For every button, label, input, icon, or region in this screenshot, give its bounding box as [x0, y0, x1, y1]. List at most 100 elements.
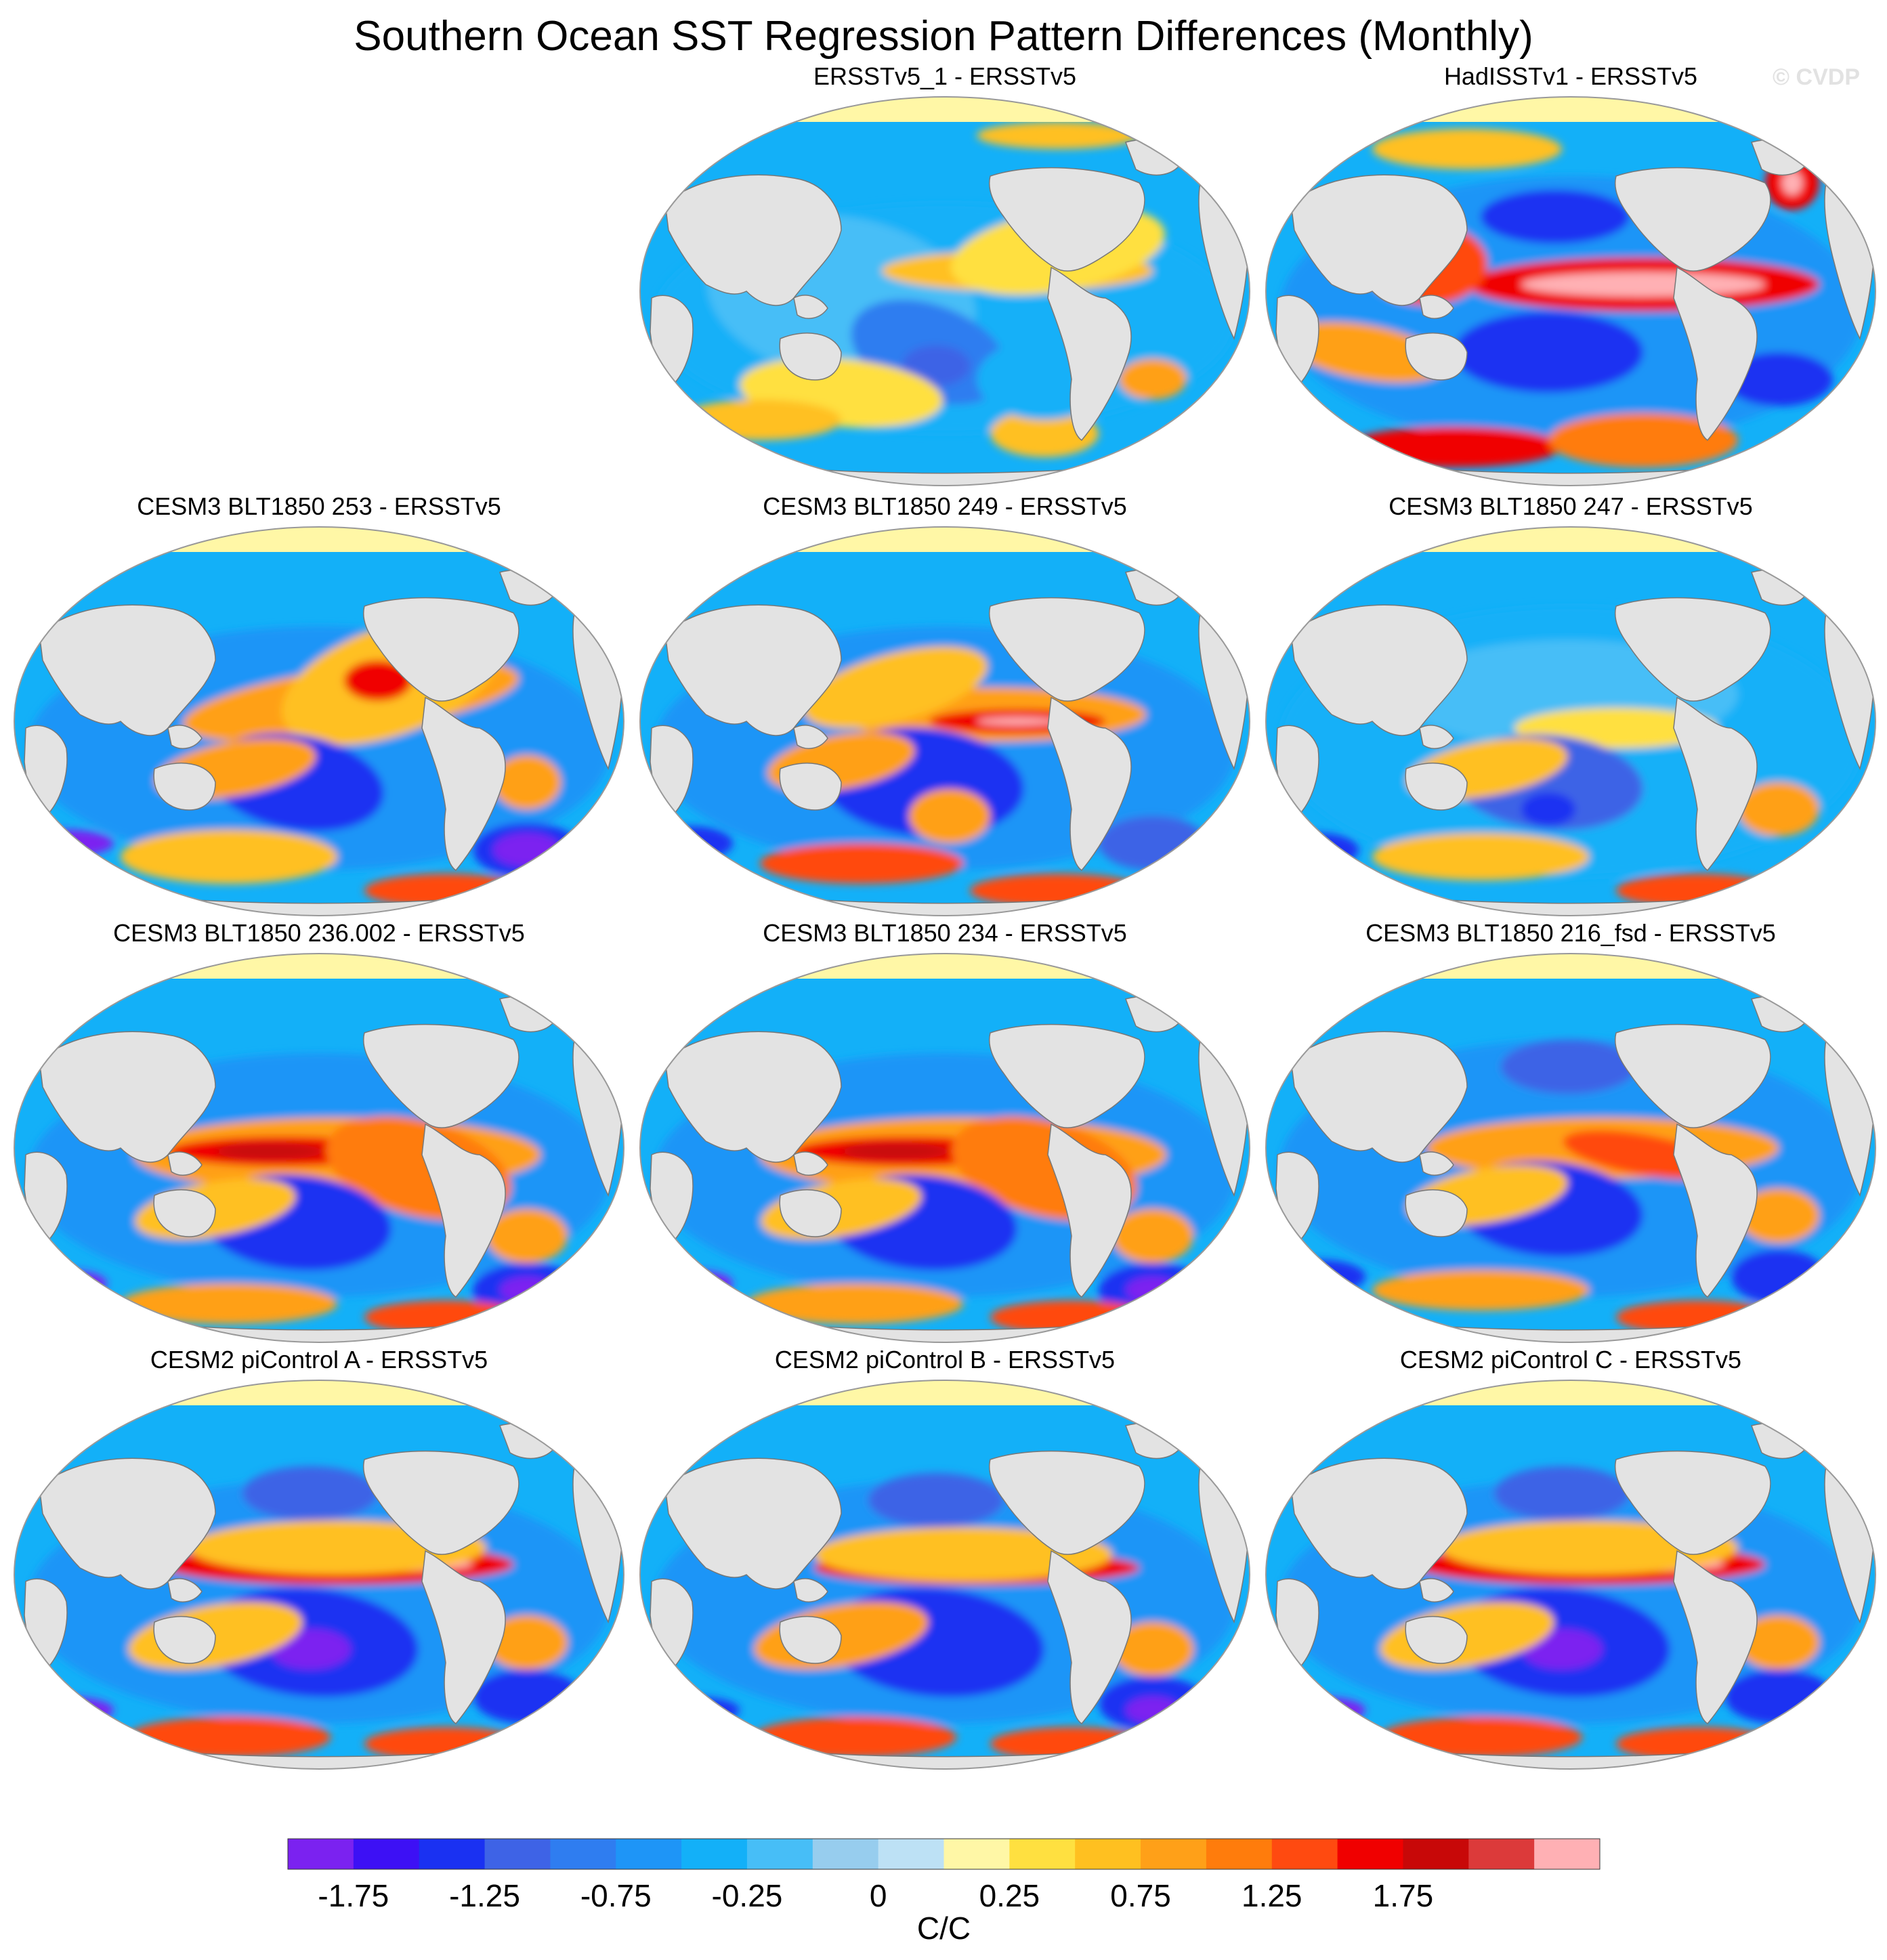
map-panel: CESM3 BLT1850 249 - ERSSTv5 — [638, 492, 1252, 916]
land-mass — [1405, 763, 1468, 811]
colorbar-swatch — [1337, 1839, 1403, 1869]
colorbar-swatch — [1141, 1839, 1207, 1869]
colorbar-swatch — [681, 1839, 748, 1869]
colorbar-swatch — [1075, 1839, 1141, 1869]
land-mass — [1405, 1189, 1468, 1237]
land-mass — [167, 1151, 203, 1176]
map-panel: CESM2 piControl C - ERSSTv5 — [1264, 1346, 1878, 1770]
land-mass — [664, 1031, 842, 1163]
colorbar-swatch — [550, 1839, 616, 1869]
land-mass — [153, 763, 216, 811]
colorbar-swatch — [1009, 1839, 1076, 1869]
land-mass — [1615, 1023, 1771, 1128]
land-mass — [1405, 1616, 1468, 1664]
land-mass — [664, 604, 842, 736]
land-mass — [989, 167, 1145, 272]
sst-map — [1265, 1380, 1876, 1770]
colorbar-swatch — [1468, 1839, 1535, 1869]
sst-map — [14, 526, 624, 916]
land-mass — [793, 1578, 828, 1602]
colorbar-swatch — [1403, 1839, 1469, 1869]
sst-map — [639, 953, 1250, 1343]
land-mass — [1673, 1550, 1758, 1724]
panel-title: CESM3 BLT1850 216_fsd - ERSSTv5 — [1365, 919, 1776, 947]
land-mass — [664, 1457, 842, 1590]
land-mass — [1405, 333, 1468, 381]
sst-map — [639, 526, 1250, 916]
land-mass — [1673, 696, 1758, 871]
land-mass — [1419, 295, 1454, 319]
map-panel: CESM3 BLT1850 247 - ERSSTv5 — [1264, 492, 1878, 916]
land-mass — [1047, 1550, 1132, 1724]
colorbar-swatch — [419, 1839, 486, 1869]
colorbar-units: C/C — [916, 1911, 971, 1946]
colorbar-swatch — [353, 1839, 420, 1869]
land-mass — [779, 1189, 842, 1237]
colorbar-tick-label: 1.75 — [1372, 1878, 1434, 1913]
land-mass — [39, 1031, 216, 1163]
land-mass — [779, 333, 842, 381]
land-mass — [1047, 1123, 1132, 1298]
land-mass — [989, 1450, 1145, 1555]
panel-title: CESM3 BLT1850 236.002 - ERSSTv5 — [113, 919, 525, 947]
panel-title: CESM2 piControl C - ERSSTv5 — [1399, 1346, 1742, 1373]
land-mass — [363, 597, 520, 702]
cvdp-watermark: © CVDP — [1773, 64, 1860, 90]
colorbar-swatch — [746, 1839, 813, 1869]
panel-title: CESM3 BLT1850 253 - ERSSTv5 — [137, 492, 501, 520]
land-mass — [1047, 266, 1132, 441]
land-mass — [1673, 266, 1758, 441]
land-mass — [153, 1189, 216, 1237]
colorbar-swatch — [1271, 1839, 1338, 1869]
map-panel: CESM3 BLT1850 253 - ERSSTv5 — [12, 492, 626, 916]
land-mass — [664, 174, 842, 306]
land-mass — [1290, 1031, 1468, 1163]
panel-title: CESM2 piControl A - ERSSTv5 — [150, 1346, 488, 1373]
colorbar-tick-label: -0.25 — [711, 1878, 783, 1913]
colorbar-tick-label: 0.75 — [1110, 1878, 1171, 1913]
land-mass — [1615, 167, 1771, 272]
land-mass — [39, 1457, 216, 1590]
land-mass — [39, 604, 216, 736]
land-mass — [1615, 1450, 1771, 1555]
figure-title: Southern Ocean SST Regression Pattern Di… — [354, 13, 1533, 60]
sst-map — [639, 96, 1250, 486]
map-panel: HadISSTv1 - ERSSTv5 — [1264, 62, 1878, 486]
land-mass — [421, 696, 506, 871]
land-mass — [1673, 1123, 1758, 1298]
panel-title: CESM2 piControl B - ERSSTv5 — [774, 1346, 1116, 1373]
map-panel: CESM2 piControl B - ERSSTv5 — [638, 1346, 1252, 1770]
panel-title: CESM3 BLT1850 247 - ERSSTv5 — [1388, 492, 1753, 520]
land-mass — [1419, 1578, 1454, 1602]
land-mass — [1290, 1457, 1468, 1590]
colorbar-swatch — [944, 1839, 1010, 1869]
map-panel: CESM3 BLT1850 216_fsd - ERSSTv5 — [1264, 919, 1878, 1343]
colorbar-tick-label: 0 — [869, 1878, 887, 1913]
land-mass — [421, 1123, 506, 1298]
panel-title: ERSSTv5_1 - ERSSTv5 — [813, 62, 1077, 90]
sst-map — [639, 1380, 1250, 1770]
map-panel: CESM2 piControl A - ERSSTv5 — [12, 1346, 626, 1770]
land-mass — [421, 1550, 506, 1724]
sst-map — [14, 953, 624, 1343]
land-mass — [167, 725, 203, 749]
colorbar-tick-label: -1.75 — [318, 1878, 389, 1913]
land-mass — [793, 1151, 828, 1176]
colorbar-swatch — [1534, 1839, 1600, 1869]
sst-map — [1265, 526, 1876, 916]
land-mass — [363, 1023, 520, 1128]
land-mass — [1290, 174, 1468, 306]
land-mass — [1290, 604, 1468, 736]
sst-map — [14, 1380, 624, 1770]
colorbar-swatch — [1206, 1839, 1273, 1869]
land-mass — [793, 725, 828, 749]
colorbar-tick-label: -0.75 — [580, 1878, 652, 1913]
land-mass — [989, 1023, 1145, 1128]
land-mass — [1047, 696, 1132, 871]
colorbar-tick-label: 0.25 — [979, 1878, 1040, 1913]
land-mass — [1419, 1151, 1454, 1176]
colorbar-swatch — [878, 1839, 944, 1869]
panel-title: CESM3 BLT1850 234 - ERSSTv5 — [763, 919, 1127, 947]
colorbar-swatch — [288, 1839, 354, 1869]
land-mass — [167, 1578, 203, 1602]
